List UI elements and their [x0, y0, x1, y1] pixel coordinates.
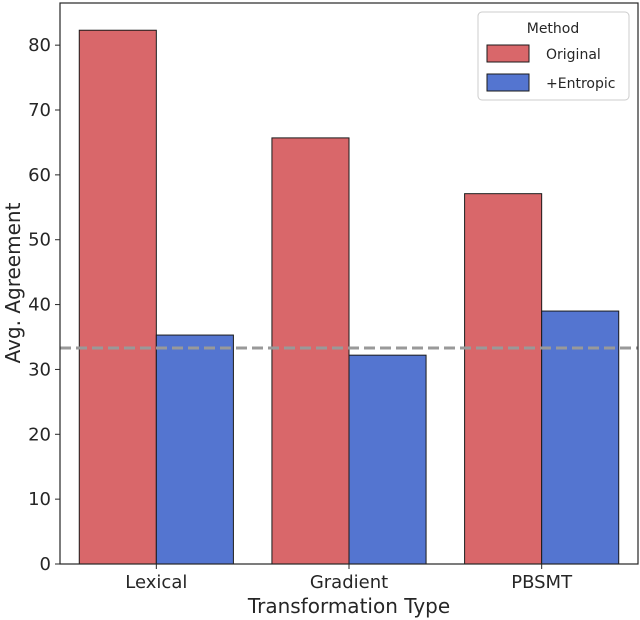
bar-original-gradient	[271, 137, 350, 565]
y-tick-label: 0	[40, 554, 51, 575]
legend: Method Original +Entropic	[477, 11, 630, 101]
y-tick-label: 80	[28, 35, 51, 56]
legend-swatch	[486, 73, 530, 92]
bar-entropic-lexical	[155, 334, 234, 565]
y-tick-label: 50	[28, 230, 51, 251]
y-tick-label: 20	[28, 424, 51, 445]
y-tick-label: 10	[28, 489, 51, 510]
legend-title: Method	[527, 21, 580, 37]
y-axis-ticks: 0 10 20 30 40 50 60 70 80	[28, 35, 60, 575]
x-axis-ticks: Lexical Gradient PBSMT	[125, 564, 573, 593]
legend-swatch	[486, 44, 530, 63]
y-tick-label: 60	[28, 165, 51, 186]
y-tick-label: 40	[28, 295, 51, 316]
y-axis-title: Avg. Agreement	[1, 202, 25, 363]
bar-original-lexical	[78, 29, 157, 565]
bar-original-pbsmt	[464, 193, 543, 565]
y-tick-label: 30	[28, 359, 51, 380]
bar-entropic-pbsmt	[541, 310, 620, 565]
y-tick-label: 70	[28, 100, 51, 121]
bars-group	[78, 29, 620, 565]
x-tick-label: Lexical	[125, 572, 187, 593]
x-tick-label: Gradient	[310, 572, 388, 593]
legend-label: Original	[546, 47, 601, 63]
x-tick-label: PBSMT	[511, 572, 573, 593]
legend-entries: Original +Entropic	[486, 44, 615, 92]
x-axis-title: Transformation Type	[247, 594, 450, 618]
legend-label: +Entropic	[546, 76, 615, 92]
bar-entropic-gradient	[348, 354, 427, 565]
